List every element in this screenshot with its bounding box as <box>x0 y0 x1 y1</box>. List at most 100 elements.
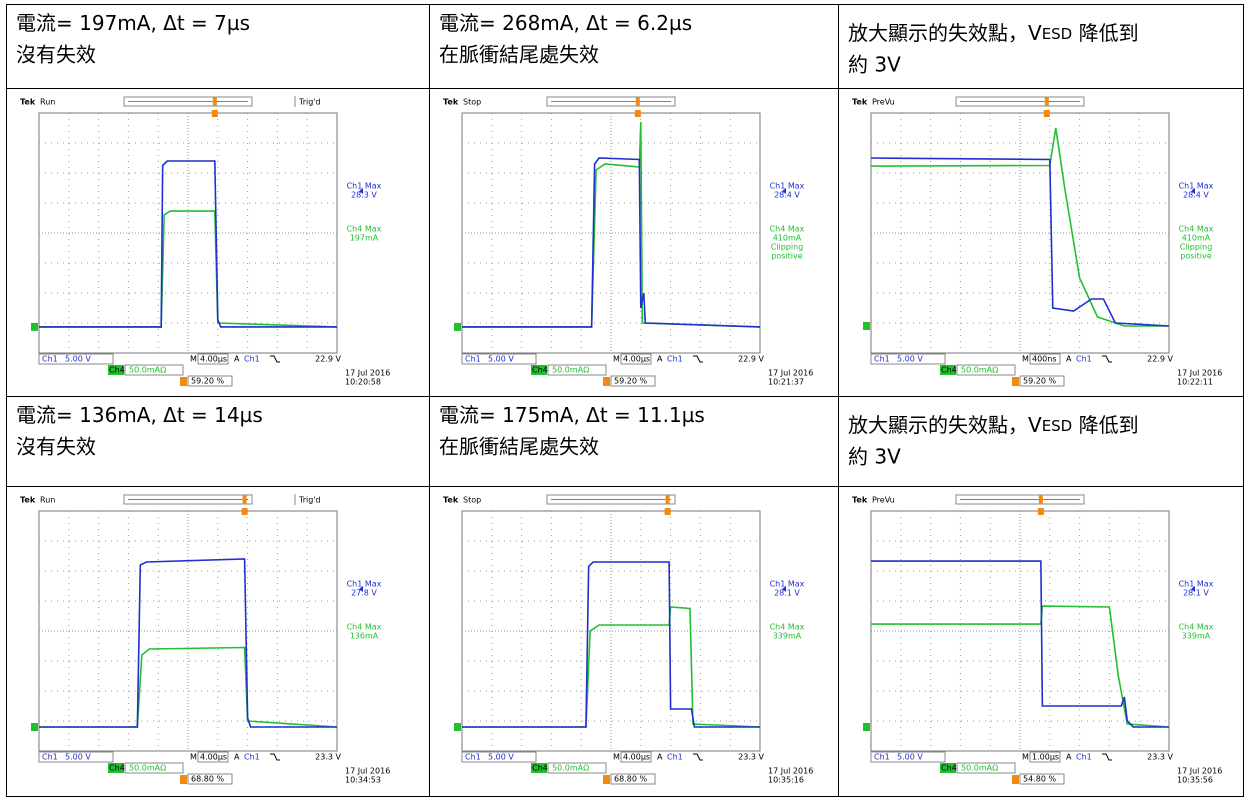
header-text-small: ESD <box>1042 417 1073 435</box>
ch1-max-label: Ch1 Max <box>1179 182 1214 191</box>
header-line: 沒有失效 <box>16 43 96 67</box>
brand: Tek <box>443 98 459 107</box>
ch1-label: Ch1 <box>874 753 890 762</box>
timebase-label: M <box>190 355 197 364</box>
trigger-label: A <box>657 753 663 762</box>
oscilloscope: TekPreVuCh1 Max28.4 VCh4 Max410mAClippin… <box>852 97 1222 387</box>
ch4-max-label: Ch4 Max <box>1179 623 1214 632</box>
ch4-max: 339mA <box>773 632 802 641</box>
header-line: 放大顯示的失效點，VESD 降低到 <box>848 413 1139 437</box>
ch1-max: 28.1 V <box>1183 589 1209 598</box>
trigger-level: 23.3 V <box>1147 753 1173 762</box>
header-line: 放大顯示的失效點，VESD 降低到 <box>848 21 1139 45</box>
record-trigger <box>243 495 247 504</box>
ch1-max: 28.3 V <box>351 191 377 200</box>
status: PreVu <box>872 98 895 107</box>
header-line: 電流= 175mA, Δt = 11.1µs <box>439 403 705 427</box>
ch1-label: Ch1 <box>465 753 481 762</box>
ch1-scale: 5.00 V <box>488 753 514 762</box>
header-line: 電流= 268mA, Δt = 6.2µs <box>439 11 692 35</box>
ch1-max-label: Ch1 Max <box>770 580 805 589</box>
ch4-max: 136mA <box>350 632 379 641</box>
trigger-source: Ch1 <box>244 355 260 364</box>
ch4-max: 339mA <box>1182 632 1211 641</box>
trigger-position: 59.20 % <box>614 377 647 386</box>
trigger-label: A <box>234 753 240 762</box>
header-line: 在脈衝結尾處失效 <box>439 43 599 67</box>
header-line: 沒有失效 <box>16 435 96 459</box>
position-icon <box>603 377 610 386</box>
header-line: 約 3V <box>848 53 901 77</box>
ch4-note: Clipping <box>771 243 804 252</box>
brand: Tek <box>443 496 459 505</box>
time: 10:35:56 <box>1177 776 1213 785</box>
timebase: 400ns <box>1032 355 1057 364</box>
trigger-marker <box>665 508 671 515</box>
trigger-position: 68.80 % <box>614 775 647 784</box>
trigger-position: 54.80 % <box>1023 775 1056 784</box>
trigger-source: Ch1 <box>667 753 683 762</box>
ch1-label: Ch1 <box>874 355 890 364</box>
ch4-max-label: Ch4 Max <box>770 225 805 234</box>
trigger-level: 23.3 V <box>738 753 764 762</box>
time: 10:34:53 <box>345 776 381 785</box>
time: 10:21:37 <box>768 378 804 387</box>
trigger-source: Ch1 <box>667 355 683 364</box>
brand: Tek <box>20 496 36 505</box>
trigger-state: Trig'd <box>298 98 321 107</box>
record-trigger <box>1039 495 1043 504</box>
record-trigger <box>213 97 217 106</box>
trigger-level: 22.9 V <box>315 355 341 364</box>
trigger-level: 22.9 V <box>1147 355 1173 364</box>
timebase-label: M <box>1022 355 1029 364</box>
position-icon <box>180 377 187 386</box>
position-icon <box>180 775 187 784</box>
header-text-small: ESD <box>1042 25 1073 43</box>
time: 10:22:11 <box>1177 378 1213 387</box>
status: Stop <box>463 98 481 107</box>
trigger-label: A <box>657 355 663 364</box>
trigger-marker <box>1038 508 1044 515</box>
trigger-level: 22.9 V <box>738 355 764 364</box>
ch1-max: 28.4 V <box>1183 191 1209 200</box>
trigger-state: Trig'd <box>298 496 321 505</box>
page: 電流= 197mA, Δt = 7µs沒有失效TekRunTrig'dCh1 M… <box>0 0 1248 801</box>
position-icon <box>1012 775 1019 784</box>
ch4-max: 410mA <box>773 234 802 243</box>
trigger-marker <box>242 508 248 515</box>
ch4-max-label: Ch4 Max <box>770 623 805 632</box>
trigger-level: 23.3 V <box>315 753 341 762</box>
record-trigger <box>666 495 670 504</box>
document-table: 電流= 197mA, Δt = 7µs沒有失效TekRunTrig'dCh1 M… <box>0 0 1248 801</box>
ch1-max-label: Ch1 Max <box>347 182 382 191</box>
status: Run <box>40 98 55 107</box>
ch4-note: positive <box>1180 252 1211 261</box>
status: PreVu <box>872 496 895 505</box>
ch4-label: Ch4 <box>109 764 125 773</box>
timebase: 1.00µs <box>1032 753 1059 762</box>
date: 17 Jul 2016 <box>768 369 813 378</box>
record-trigger <box>636 97 640 106</box>
ground-marker <box>454 323 461 331</box>
ch4-scale: 50.0mAΩ <box>129 366 166 375</box>
date: 17 Jul 2016 <box>768 767 813 776</box>
ch4-max-label: Ch4 Max <box>347 623 382 632</box>
ch4-note: positive <box>771 252 802 261</box>
header-text: 降低到 <box>1072 413 1138 437</box>
date: 17 Jul 2016 <box>1177 767 1222 776</box>
ch4-scale: 50.0mAΩ <box>961 764 998 773</box>
ch1-max-label: Ch1 Max <box>1179 580 1214 589</box>
trigger-marker <box>1044 110 1050 117</box>
ch1-label: Ch1 <box>465 355 481 364</box>
timebase-label: M <box>613 355 620 364</box>
date: 17 Jul 2016 <box>345 767 390 776</box>
header-line: 電流= 136mA, Δt = 14µs <box>16 403 263 427</box>
trigger-marker <box>212 110 218 117</box>
header-text: 電流= 268mA, Δt = 6.2µs <box>439 11 692 35</box>
ground-marker <box>863 322 870 330</box>
ch1-max-label: Ch1 Max <box>347 580 382 589</box>
